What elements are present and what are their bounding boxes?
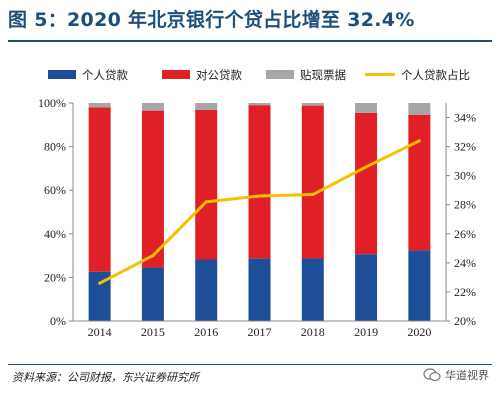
bar-bills-2019 (355, 103, 378, 113)
bar-corporate-2014 (88, 107, 111, 272)
plot-area (88, 103, 431, 321)
bar-bills-2014 (88, 103, 111, 108)
point-personal-share-2016 (204, 200, 208, 204)
legend-item-2: 贴现票据 (266, 68, 346, 82)
legend-swatch (162, 70, 190, 79)
x-tick-label: 2016 (194, 325, 218, 339)
bar-personal-2020 (408, 250, 431, 321)
source-note: 资料来源：公司财报，东兴证券研究所 (12, 371, 199, 384)
legend-item-0: 个人贷款 (48, 68, 128, 82)
bar-corporate-2019 (355, 112, 378, 255)
legend-item-1: 对公贷款 (162, 68, 242, 82)
bar-corporate-2018 (301, 105, 324, 259)
y-right-tick-label: 20% (454, 314, 476, 328)
point-personal-share-2015 (151, 254, 155, 258)
chart-legend: 个人贷款 对公贷款 贴现票据 个人贷款占比 (48, 68, 470, 82)
y-left-tick-label: 60% (44, 183, 66, 197)
y-left-tick-label: 40% (44, 227, 66, 241)
source-divider (8, 364, 492, 365)
bar-personal-2014 (88, 271, 111, 321)
point-personal-share-2014 (98, 281, 102, 285)
legend-label: 个人贷款占比 (401, 68, 470, 82)
bar-personal-2017 (248, 258, 271, 321)
legend-item-3: 个人贷款占比 (365, 68, 470, 82)
x-tick-label: 2018 (301, 325, 325, 339)
point-personal-share-2017 (258, 194, 261, 198)
bar-corporate-2015 (141, 110, 164, 268)
bar-personal-2019 (355, 254, 378, 321)
legend-label: 个人贷款 (82, 68, 128, 82)
bar-bills-2017 (248, 103, 271, 106)
legend-swatch (266, 70, 294, 79)
x-tick-label: 2019 (354, 325, 378, 339)
y-right-tick-label: 28% (454, 198, 476, 212)
bar-corporate-2017 (248, 105, 271, 259)
bar-bills-2018 (301, 103, 324, 106)
bar-corporate-2020 (408, 114, 431, 251)
y-left-tick-label: 80% (44, 140, 66, 154)
y-left-tick-label: 20% (44, 270, 66, 284)
x-tick-label: 2015 (141, 325, 165, 339)
watermark: 华道视界 (423, 367, 489, 383)
figure-title: 图 5：2020 年北京银行个贷占比增至 32.4% (8, 9, 415, 31)
legend-label: 贴现票据 (300, 68, 346, 82)
y-right-tick-label: 30% (454, 169, 476, 183)
point-personal-share-2019 (364, 165, 368, 169)
point-personal-share-2020 (417, 139, 421, 143)
wechat-icon (423, 368, 441, 382)
bar-personal-2018 (301, 258, 324, 321)
bar-bills-2016 (195, 103, 218, 110)
legend-swatch (48, 70, 76, 79)
x-tick-label: 2020 (407, 325, 431, 339)
point-personal-share-2018 (311, 193, 315, 197)
x-tick-label: 2017 (248, 325, 272, 339)
title-underline (8, 40, 492, 42)
bar-corporate-2016 (195, 109, 218, 260)
y-right-tick-label: 22% (454, 285, 476, 299)
y-right-tick-label: 24% (454, 256, 476, 270)
chart-axes: 0% 20% 40% 60% 80% 100% 20% 22% 24% 26% 28% 30% 32% 3… (38, 96, 476, 339)
y-right-tick-label: 34% (454, 111, 476, 125)
y-left-tick-label: 100% (38, 96, 66, 110)
x-tick-label: 2014 (88, 325, 112, 339)
y-right-tick-label: 26% (454, 227, 476, 241)
bar-bills-2020 (408, 103, 431, 115)
watermark-text: 华道视界 (445, 369, 489, 382)
legend-label: 对公贷款 (196, 68, 242, 82)
y-right-tick-label: 32% (454, 140, 476, 154)
bar-bills-2015 (141, 103, 164, 111)
bar-personal-2016 (195, 259, 218, 321)
y-left-tick-label: 0% (50, 314, 66, 328)
bar-personal-2015 (141, 267, 164, 321)
